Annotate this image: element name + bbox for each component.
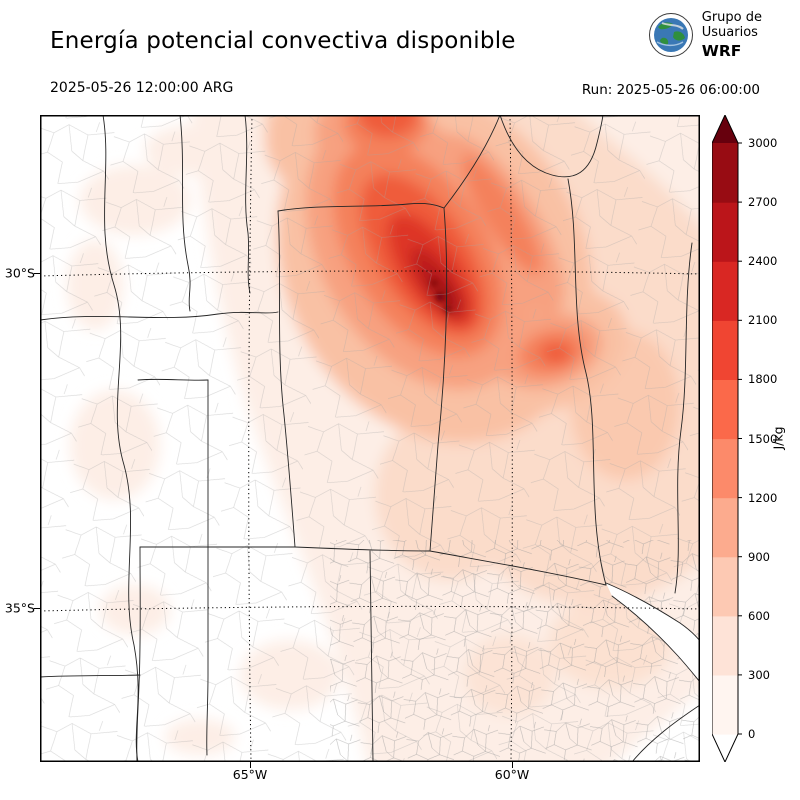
lat-label-30s: 30°S (4, 265, 35, 281)
colorbar-tick-label: 1800 (748, 372, 778, 387)
colorbar-segment (712, 615, 738, 676)
y-axis-tick (34, 607, 40, 609)
globe-icon (648, 12, 693, 57)
y-axis-tick (34, 272, 40, 274)
wrf-logo: Grupo de Usuarios WRF (648, 10, 762, 60)
logo-line-wrf: WRF (701, 41, 742, 60)
colorbar-tick-label: 900 (748, 549, 770, 564)
valid-time-label: 2025-05-26 12:00:00 ARG (50, 80, 234, 96)
page-title: Energía potencial convectiva disponible (50, 28, 516, 54)
colorbar-segment (712, 556, 738, 617)
x-axis-tick (249, 762, 251, 768)
cape-map (40, 115, 700, 762)
colorbar-segment (712, 143, 738, 203)
x-axis-tick (511, 762, 513, 768)
lon-label-65w: 65°W (232, 767, 268, 782)
colorbar-tick-label: 2400 (748, 254, 778, 269)
colorbar-segment (712, 438, 738, 499)
colorbar-segment (712, 261, 738, 321)
colorbar: J/kg 0 300 600 900 1200 1500 1800 2100 2400 2700 3… (711, 113, 800, 764)
colorbar-tick-label: 300 (748, 667, 770, 682)
colorbar-segment (712, 497, 738, 558)
colorbar-segment (712, 674, 738, 735)
colorbar-under-arrow (712, 734, 738, 762)
colorbar-tick-label: 3000 (748, 136, 778, 150)
map-border (40, 115, 700, 762)
colorbar-over-arrow (712, 115, 738, 143)
rio-de-la-plata (606, 583, 700, 682)
colorbar-tick-label: 1500 (748, 431, 778, 446)
logo-line-2: Usuarios (701, 25, 758, 41)
colorbar-segment (712, 202, 738, 262)
logo-text: Grupo de Usuarios WRF (702, 10, 762, 60)
colorbar-segment (712, 320, 738, 380)
colorbar-scale (711, 113, 742, 764)
colorbar-tick-label: 2100 (748, 313, 778, 328)
graticule (40, 115, 700, 762)
colorbar-segment (712, 379, 738, 440)
colorbar-tick-label: 1200 (748, 490, 778, 505)
province-boundaries (40, 115, 700, 762)
lon-label-60w: 60°W (494, 767, 530, 782)
colorbar-tick-label: 600 (748, 608, 770, 623)
department-boundaries-dense (330, 540, 700, 762)
colorbar-tick-label: 0 (748, 727, 756, 741)
lat-label-35s: 35°S (4, 600, 35, 616)
colorbar-tick-label: 2700 (748, 195, 778, 210)
run-time-label: Run: 2025-05-26 06:00:00 (581, 82, 760, 98)
logo-line-1: Grupo de (701, 10, 762, 25)
